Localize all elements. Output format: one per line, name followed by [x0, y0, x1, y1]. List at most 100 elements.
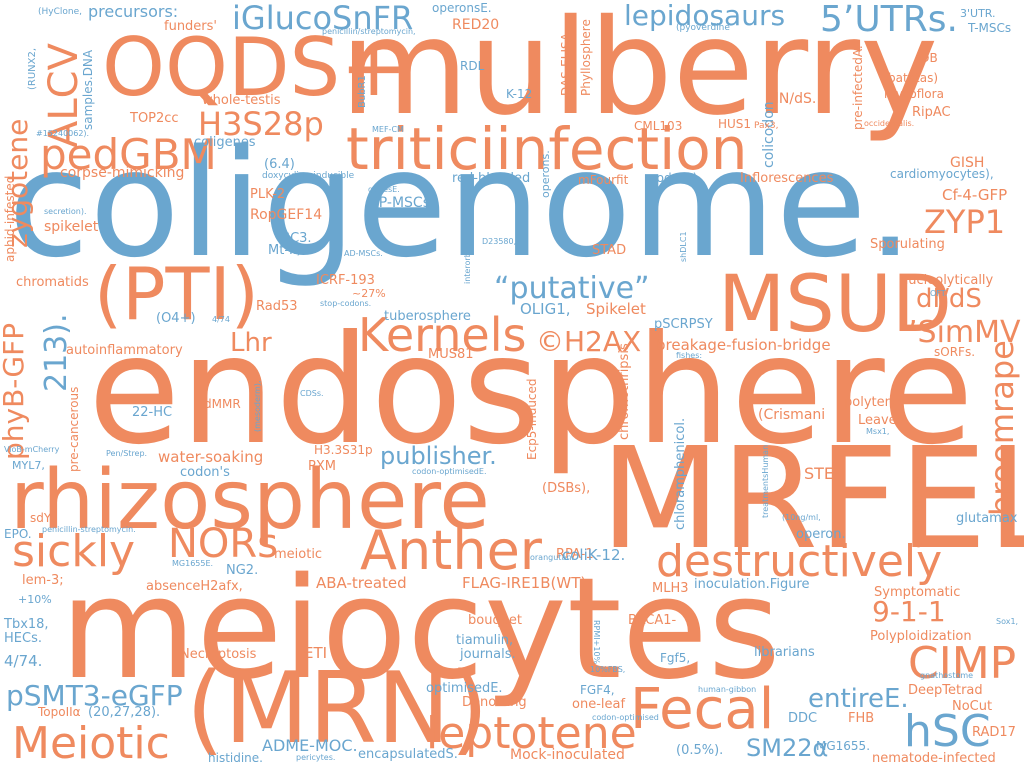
word-phyllosphere: Phyllosphere — [579, 19, 593, 96]
word-msx1: Msx1, — [866, 427, 890, 436]
word-hus1: HUS1 — [718, 117, 752, 131]
word-oneleaf: one-leaf — [572, 697, 626, 712]
word-meiocytes: meiocytes — [60, 548, 781, 711]
word-runx2: (RUNX2, — [27, 47, 38, 90]
word-putative: “putative” — [494, 271, 650, 306]
word-redblooded: red-blooded — [452, 171, 531, 186]
word-ddc: DDC — [788, 711, 818, 726]
word-broomrape: broomrape — [983, 340, 1021, 516]
word-leptotene: leptotene — [426, 708, 637, 759]
word-h2ax: ©H2AX — [536, 325, 642, 358]
word-nucleolytically: nucleolytically — [900, 273, 994, 288]
word-22hc: 22-HC — [132, 405, 173, 420]
word-absenceh2afx: absenceH2afx, — [146, 579, 243, 594]
word-pyoverdine: (pyoverdine — [676, 23, 730, 33]
word-ropgef14: RopGEF14 — [250, 207, 323, 223]
word-rad17: RAD17 — [972, 725, 1016, 740]
word-viob: VioB-mCherry — [4, 445, 60, 454]
word-bouquet: bouquet — [468, 613, 523, 628]
word-cimp: CIMP — [908, 638, 1017, 689]
word-ob: OB — [920, 51, 938, 65]
word-corpse: corpse-mimicking — [60, 165, 185, 181]
word-breakage: breakage-fusion-bridge — [656, 336, 831, 354]
word-gc3: GC3. — [280, 231, 312, 246]
word-cml103: CML103 — [634, 119, 683, 133]
word-destructively: destructively — [656, 536, 943, 587]
word-eti: ETI — [304, 644, 328, 662]
word-h33s31p: H3.3S31p — [314, 443, 373, 457]
word-batatas: batatas) — [888, 71, 939, 85]
word-autoinflammatory: autoinflammatory — [66, 343, 183, 358]
word-mrfel: MRFEL — [600, 418, 1024, 581]
word-nematode: nematode-infected — [872, 751, 996, 766]
word-samplesdna: samples.DNA — [81, 49, 95, 130]
word-necroptosis: Necroptosis — [180, 647, 257, 662]
word-interorbital: interorbital — [463, 239, 472, 284]
word-iglucosnfr: iGlucoSnFR — [232, 0, 414, 37]
word-tai: tAI — [195, 226, 210, 244]
word-anther: Anther — [360, 519, 542, 582]
word-phyb-gfp: phyB-GFP — [0, 322, 30, 460]
word-penstrep: penicillin/streptomycin, — [322, 27, 416, 36]
word-glutamax: glutamax — [956, 511, 1018, 526]
word-mlh3: MLH3 — [652, 581, 689, 596]
word-precursors: precursors: — [88, 2, 179, 21]
word-mockinoculated: Mock-inoculated — [510, 747, 625, 763]
word-shdlc1: shDLC1 — [679, 231, 688, 262]
word-wholetestis: whole-testis — [202, 93, 281, 108]
word-crismani: (Crismani — [758, 407, 826, 423]
word-mulberry: mulberry — [340, 0, 939, 145]
word-3utr: 3'UTR. — [960, 7, 996, 20]
word-daselisa: DAS-ELISA — [559, 32, 573, 96]
word-10ngml: (10ng/ml, — [782, 513, 821, 522]
word-gish: GISH — [950, 155, 985, 171]
word-operonse: operonsE. — [432, 1, 492, 15]
word-tbx18: Tbx18, — [4, 617, 49, 632]
word-myl7: MYL7, — [12, 459, 45, 472]
word-fgf4: FGF4, — [580, 683, 615, 697]
word-oft: OFT. — [930, 289, 948, 298]
word-lem3: lem-3; — [22, 573, 64, 588]
word-codons: codons). — [650, 171, 702, 185]
word-sm22a: SM22α — [746, 734, 829, 762]
word-top2cc: TOP2cc — [130, 111, 179, 126]
word-stes: STES — [804, 464, 845, 483]
word-topoiia: TopoIIα — [38, 705, 81, 719]
word-orangutan: orangutan. — [530, 553, 574, 562]
word-coligenome: coligenome. — [8, 118, 914, 290]
word-cf4gfp: Cf-4-GFP — [942, 186, 1008, 204]
word-64: (6.4) — [264, 157, 295, 172]
word-icrf193: ICRF-193 — [316, 273, 375, 288]
word-o4: (O4+) — [156, 311, 196, 326]
word-sickly: sickly — [12, 526, 136, 577]
word-optimisede: optimisedE. — [426, 681, 503, 696]
word-dnds: dN/dS. — [770, 91, 817, 107]
word-colicodon: colicodon — [761, 101, 777, 168]
word-precancerous: pre-cancerous — [67, 386, 81, 472]
word-mg1655e: MG1655E. — [172, 559, 214, 568]
word-474: 4/74. — [4, 652, 43, 670]
word-leaves: Leaves — [858, 413, 904, 428]
word-treatmentshuman: treatmentsHuman — [761, 444, 770, 518]
word-cytologically: cytologically — [911, 472, 925, 548]
word-fishes: fishes: — [676, 351, 703, 360]
word-fhb: FHB — [848, 711, 875, 726]
word-mg1655: MG1655. — [816, 739, 871, 753]
word-operon: operon. — [796, 527, 846, 542]
word-dsbs: (DSBs), — [542, 481, 591, 496]
word-watersoaking: water-soaking — [158, 448, 264, 466]
word-meiotic-cap: Meiotic — [12, 718, 170, 768]
word-pxm: PXM — [308, 459, 336, 474]
word-utrs: 5’UTRs. — [820, 0, 958, 40]
word-endosphere: endosphere — [88, 304, 974, 478]
word-polytene: polytene — [844, 395, 901, 410]
word-mfourfit: mFourfit — [578, 173, 629, 187]
word-librarians: librarians — [754, 645, 815, 660]
word-mesoderm: (mesoderm), — [253, 380, 262, 432]
word-dids: dI/dS — [916, 284, 982, 314]
word-spikelet-cap: Spikelet — [586, 300, 646, 318]
word-codons-s: codon's — [180, 465, 230, 480]
word-15240062: #15240062). — [36, 129, 90, 138]
word-flagire1b: FLAG-IRE1B(WT) — [462, 574, 587, 592]
